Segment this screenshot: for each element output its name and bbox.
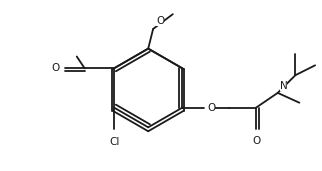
Text: O: O — [252, 136, 260, 146]
Text: O: O — [156, 16, 164, 26]
Text: Cl: Cl — [109, 137, 119, 147]
Text: O: O — [207, 103, 215, 113]
Text: N: N — [280, 81, 288, 91]
Text: O: O — [52, 63, 60, 73]
